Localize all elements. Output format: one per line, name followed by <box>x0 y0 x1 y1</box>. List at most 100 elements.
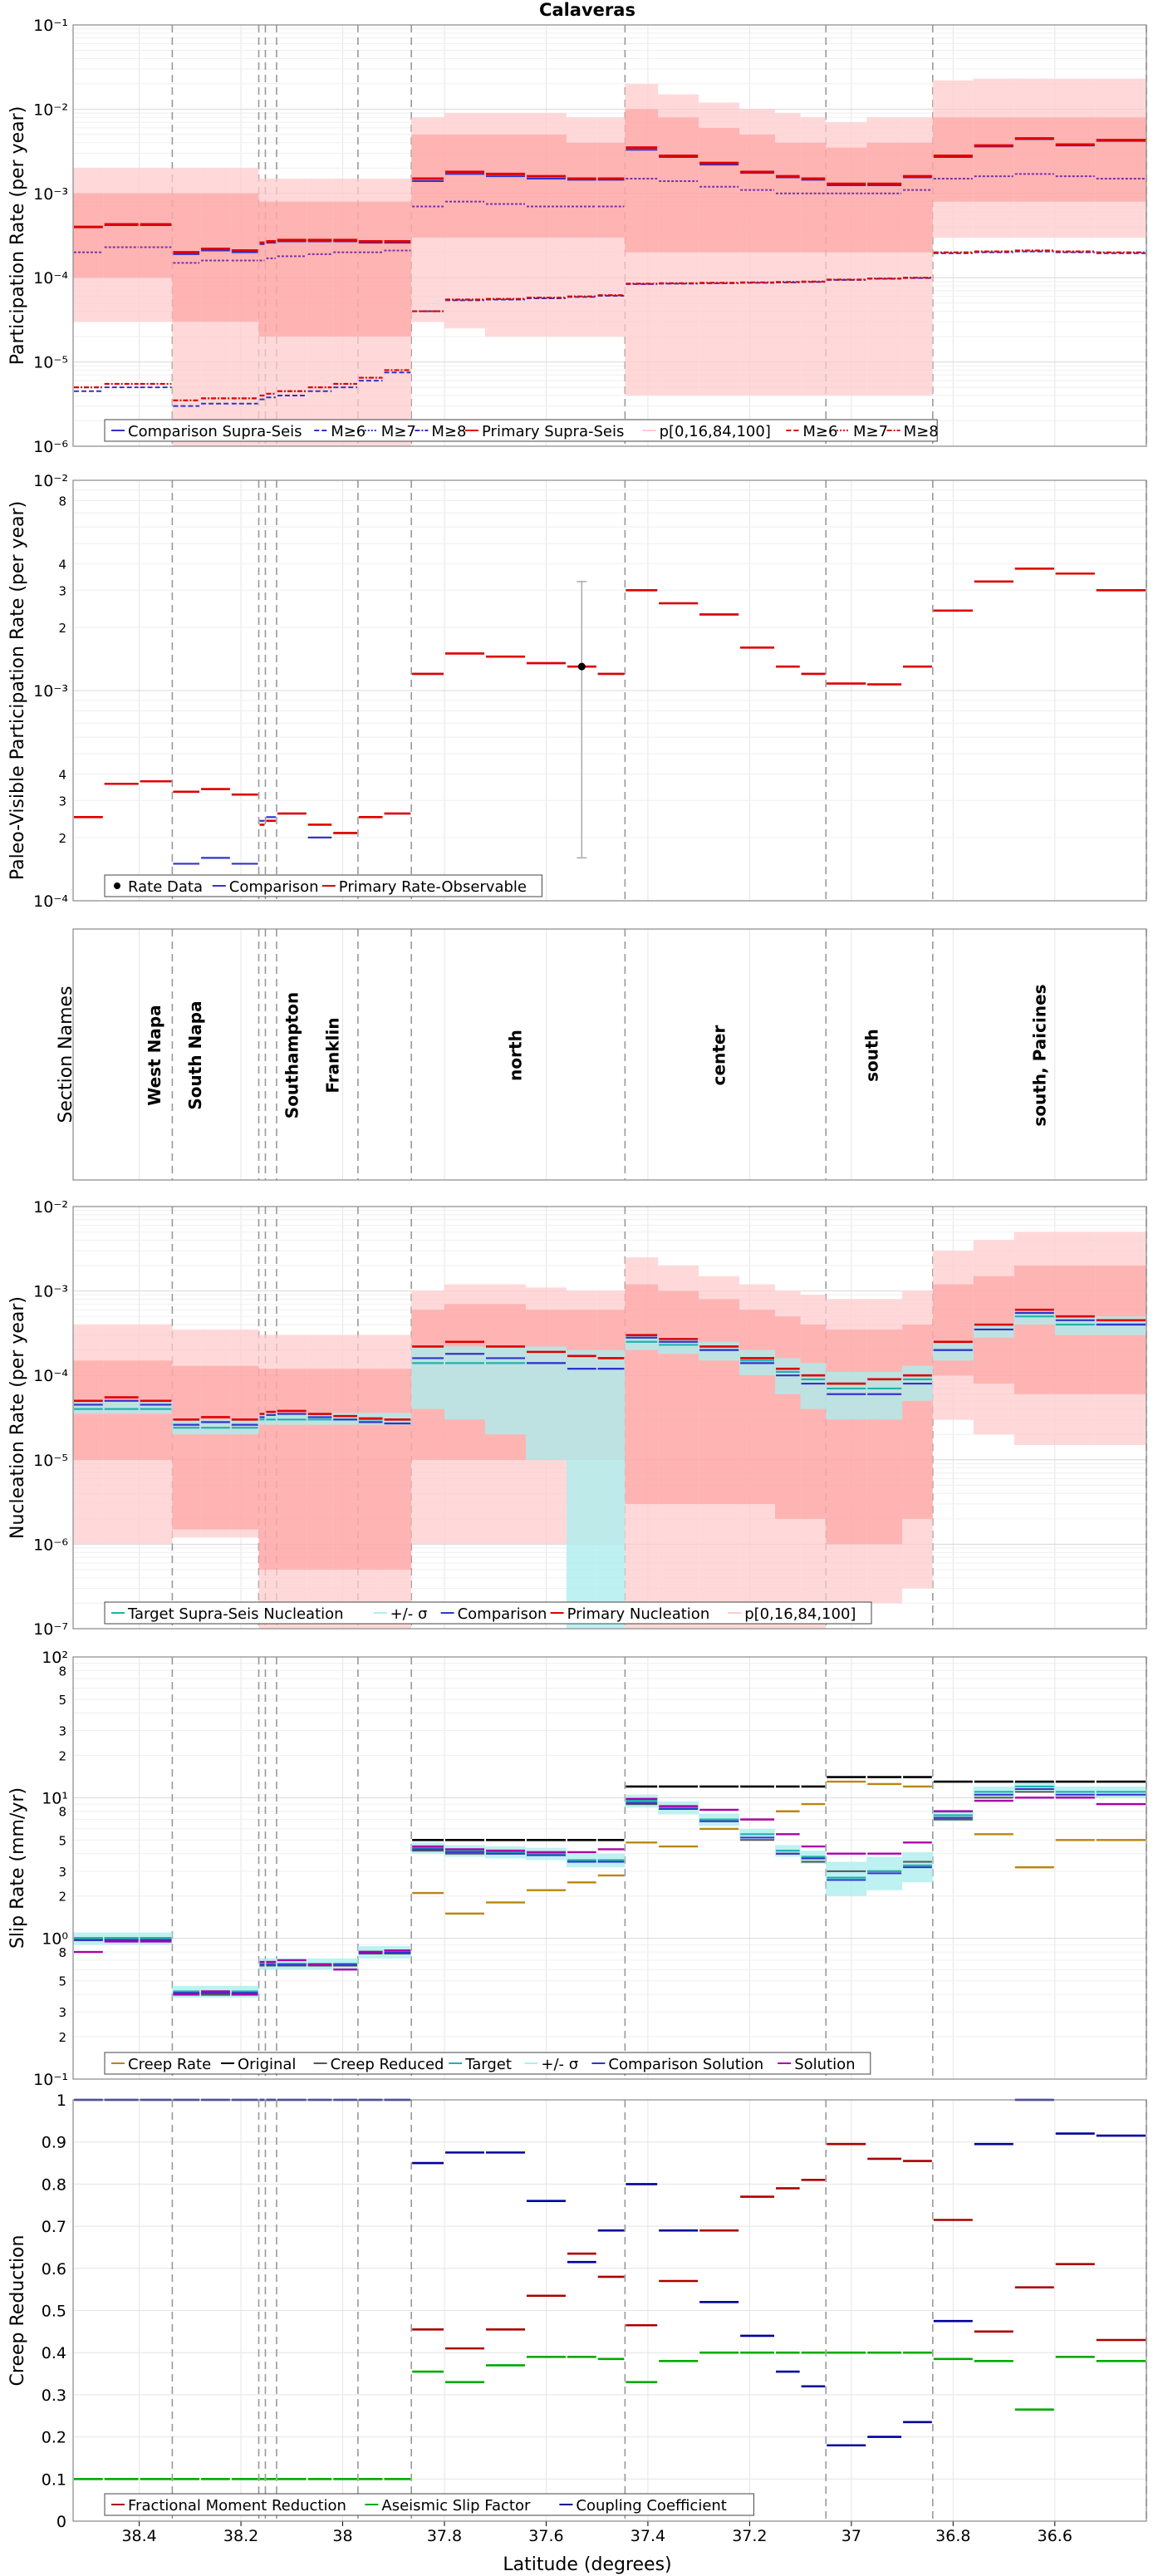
band-p16-84 <box>739 1310 776 1504</box>
y-tick-label: 10⁻² <box>33 1198 68 1217</box>
legend-entry: Primary Supra-Seis <box>482 423 624 440</box>
band-p0-100 <box>866 117 903 396</box>
legend-entry: M≥6 <box>802 423 837 440</box>
band-target-sigma <box>139 1400 173 1414</box>
y-minor-tick-label: 5 <box>58 1693 66 1708</box>
band-p16-84 <box>775 1316 801 1519</box>
band-p16-84 <box>230 1365 259 1530</box>
band-p16-84 <box>1095 117 1146 202</box>
band-p0-100 <box>699 1276 740 1629</box>
section-label: Franklin <box>322 1017 342 1093</box>
y-axis-label: Nucleation Rate (per year) <box>7 1296 28 1539</box>
section-label: south, Paicines <box>1029 984 1049 1126</box>
legend-entry: Rate Data <box>128 878 203 896</box>
y-axis-label: Paleo-Visible Participation Rate (per ye… <box>7 501 28 880</box>
band-target-sigma <box>566 1349 597 1629</box>
band-p0-100 <box>1054 1231 1096 1445</box>
x-axis-label: Latitude (degrees) <box>503 2554 671 2575</box>
band-p0-100 <box>307 178 333 447</box>
band-p0-100 <box>139 1325 173 1545</box>
panel-paleo: 10⁻⁴ 10⁻³ 10⁻² Paleo-Visible Participation … <box>7 472 1147 911</box>
band-p0-100 <box>276 1335 307 1629</box>
band-p0-100 <box>265 1335 277 1629</box>
legend-entry: Solution <box>794 2056 855 2073</box>
band-p0-100 <box>103 168 140 322</box>
legend-entry: Primary Nucleation <box>567 1605 710 1623</box>
band-target-sigma <box>800 1363 827 1409</box>
band-p0-100 <box>139 168 173 322</box>
panel-creep: 38.4 38.2 38 37.8 37.6 37.4 37.2 37 36.8 36.6 0 0.1… <box>7 2092 1147 2545</box>
y-tick-label: 10⁻⁵ <box>33 354 68 372</box>
band-p0-100 <box>200 168 231 446</box>
band-p0-100 <box>800 117 827 396</box>
band-p16-84 <box>826 1329 867 1545</box>
y-tick-label: 10¹ <box>42 1789 68 1807</box>
band-p0-100 <box>932 1251 974 1420</box>
band-p0-100 <box>383 1335 412 1629</box>
legend-entry: Comparison <box>229 878 319 896</box>
y-minor-tick-label: 2 <box>58 621 66 636</box>
y-minor-tick-label: 3 <box>58 1724 66 1739</box>
x-tick-label: 36.6 <box>1038 2527 1072 2545</box>
band-p16-84 <box>1054 117 1096 202</box>
band-p16-84 <box>1013 1266 1055 1394</box>
band-p16-84 <box>826 147 867 253</box>
panel-sections: West Napa South Napa Southampton Franklin no… <box>56 928 1147 1181</box>
y-minor-tick-label: 2 <box>58 1890 66 1905</box>
panels: 10⁻⁶ 10⁻⁵ 10⁻⁴ 10⁻³ 10⁻² 10⁻¹ Participation Ra… <box>7 17 1147 2545</box>
band-p16-84 <box>444 134 485 238</box>
y-minor-tick-label: 8 <box>58 1805 66 1820</box>
y-minor-tick-label: 3 <box>58 583 66 598</box>
y-tick-label: 10⁻⁴ <box>33 269 68 288</box>
y-minor-tick-label: 4 <box>58 768 66 783</box>
y-tick-label: 10⁻¹ <box>33 17 68 35</box>
legend-swatch <box>114 882 120 889</box>
panel-nucleation: 10⁻⁷ 10⁻⁶ 10⁻⁵ 10⁻⁴ 10⁻³ 10⁻² Nucleation Rate … <box>7 1198 1147 1639</box>
band-p0-100 <box>775 1290 801 1629</box>
y-tick-label: 10⁻² <box>33 101 68 119</box>
band-p16-84 <box>932 117 974 202</box>
band-target-sigma <box>525 1346 567 1460</box>
band-p16-84 <box>625 1284 659 1504</box>
band-p16-84 <box>699 127 740 253</box>
legend-entry: M≥8 <box>431 423 466 440</box>
plot-border <box>72 479 1147 902</box>
band-target-sigma <box>1054 1316 1096 1335</box>
band-p16-84 <box>307 1369 333 1570</box>
band-p0-100 <box>902 117 933 396</box>
y-tick-label: 1 <box>56 2092 66 2110</box>
band-target-sigma <box>484 1346 526 1435</box>
band-p16-84 <box>699 1299 740 1504</box>
y-minor-tick-label: 2 <box>58 2030 66 2045</box>
x-tick-label: 37.2 <box>732 2527 767 2545</box>
y-tick-label: 0.6 <box>42 2260 66 2279</box>
band-p0-100 <box>625 1257 659 1629</box>
legend-box <box>104 1601 872 1625</box>
band-p0-100 <box>444 113 485 329</box>
y-tick-label: 10⁻⁵ <box>33 1452 68 1470</box>
band-p0-100 <box>566 117 597 337</box>
panel-participation: 10⁻⁶ 10⁻⁵ 10⁻⁴ 10⁻³ 10⁻² 10⁻¹ Participation Ra… <box>7 17 1147 456</box>
band-p16-84 <box>411 134 444 238</box>
band-p16-84 <box>73 193 104 278</box>
legend-entry: Original <box>238 2056 296 2073</box>
band-p16-84 <box>932 1284 974 1376</box>
rate-data-point <box>577 662 586 671</box>
panel-slip: 10⁻¹ 10⁰ 10¹ 10² Slip Rate (mm/yr) 2 3 5 8 2 3 5 8 2 3… <box>7 1649 1147 2089</box>
band-p0-100 <box>258 178 266 447</box>
x-tick-label: 37.4 <box>631 2527 665 2545</box>
band-p0-100 <box>357 1335 384 1629</box>
legend-box <box>104 2052 871 2075</box>
y-tick-label: 0.7 <box>42 2218 66 2236</box>
band-p16-84 <box>332 201 358 337</box>
section-label: Southampton <box>282 992 302 1118</box>
band-p16-84 <box>800 1325 827 1519</box>
figure-title: Calaveras <box>539 0 635 20</box>
legend-entry: +/- σ <box>390 1605 428 1623</box>
y-tick-label: 10⁰ <box>42 1930 68 1949</box>
plot-border <box>72 1656 1147 2080</box>
legend-box <box>104 2493 754 2516</box>
band-p0-100 <box>973 78 1014 238</box>
y-tick-label: 10⁻⁷ <box>33 1620 68 1639</box>
